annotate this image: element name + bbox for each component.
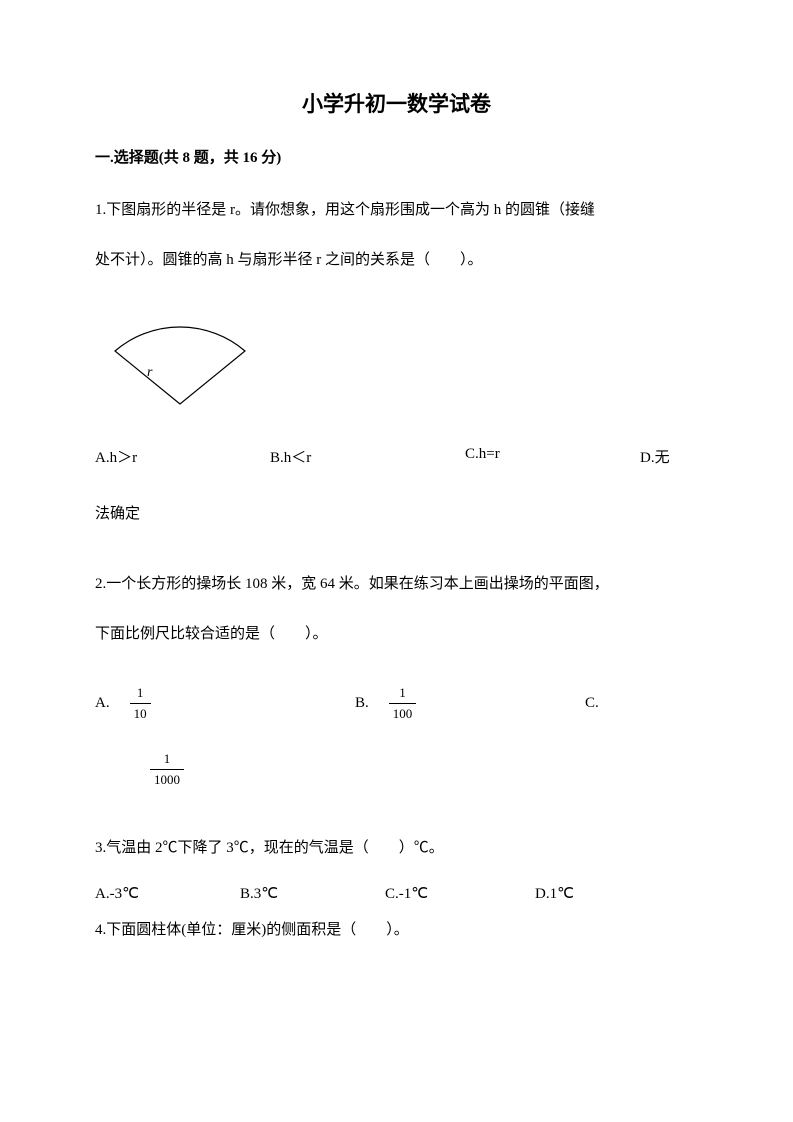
svg-text:r: r: [147, 365, 153, 380]
q4-text: 4.下面圆柱体(单位：厘米)的侧面积是（ ）。: [95, 918, 698, 939]
section-header: 一.选择题(共 8 题，共 16 分): [95, 146, 698, 167]
exam-title: 小学升初一数学试卷: [95, 88, 698, 118]
q1-line1: 1.下图扇形的半径是 r。请你想象，用这个扇形围成一个高为 h 的圆锥（接缝: [95, 189, 698, 231]
fraction-a: 1 10: [130, 685, 151, 721]
q1-options: A.h＞r B.h＜r C.h=r D.无: [95, 446, 698, 467]
q3-option-d: D.1℃: [535, 884, 574, 903]
q2-option-a: A. 1 10: [95, 685, 355, 721]
q3-option-c: C.-1℃: [385, 884, 535, 903]
q1-continuation: 法确定: [95, 502, 698, 523]
q2-line1: 2.一个长方形的操场长 108 米，宽 64 米。如果在练习本上画出操场的平面图…: [95, 563, 698, 605]
q2-line2: 下面比例尺比较合适的是（ ）。: [95, 613, 698, 655]
frac-c-den: 1000: [150, 769, 184, 788]
q1-option-a: A.h＞r: [95, 446, 270, 467]
q3-option-a: A.-3℃: [95, 884, 240, 903]
q3-options: A.-3℃ B.3℃ C.-1℃ D.1℃: [95, 884, 698, 903]
fan-sector-diagram: r: [105, 296, 698, 416]
q3-text: 3.气温由 2℃下降了 3℃，现在的气温是（ ）℃。: [95, 827, 698, 869]
frac-a-num: 1: [133, 685, 148, 703]
frac-c-num: 1: [160, 751, 175, 769]
q2-b-label: B.: [355, 695, 369, 712]
frac-b-den: 100: [389, 703, 417, 722]
fraction-b: 1 100: [389, 685, 417, 721]
fraction-c: 1 1000: [150, 751, 184, 787]
q2-option-b: B. 1 100: [355, 685, 585, 721]
frac-b-num: 1: [395, 685, 410, 703]
q1-option-c: C.h=r: [465, 446, 640, 467]
frac-a-den: 10: [130, 703, 151, 722]
q2-options: A. 1 10 B. 1 100 C.: [95, 685, 698, 721]
q1-option-b: B.h＜r: [270, 446, 465, 467]
q2-a-label: A.: [95, 695, 110, 712]
q3-option-b: B.3℃: [240, 884, 385, 903]
q1-line2: 处不计）。圆锥的高 h 与扇形半径 r 之间的关系是（ ）。: [95, 239, 698, 281]
q2-option-c: C.: [585, 695, 599, 712]
q2-c-label: C.: [585, 695, 599, 712]
q1-option-d: D.无: [640, 446, 670, 467]
